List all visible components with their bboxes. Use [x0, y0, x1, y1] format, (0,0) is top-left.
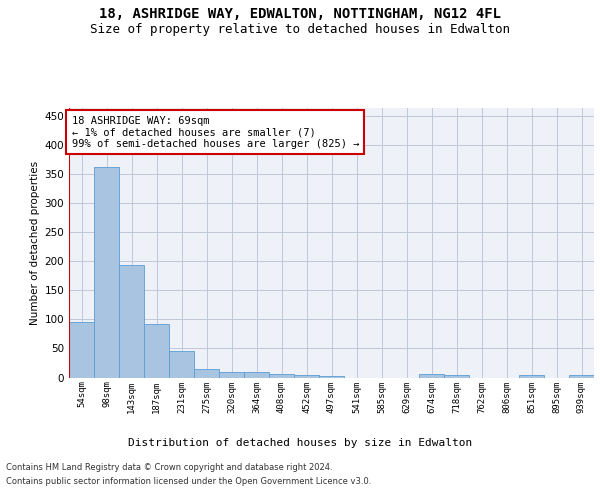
- Text: Distribution of detached houses by size in Edwalton: Distribution of detached houses by size …: [128, 438, 472, 448]
- Bar: [319, 376, 344, 378]
- Bar: [294, 374, 319, 378]
- Bar: [269, 374, 294, 378]
- Text: 18, ASHRIDGE WAY, EDWALTON, NOTTINGHAM, NG12 4FL: 18, ASHRIDGE WAY, EDWALTON, NOTTINGHAM, …: [99, 8, 501, 22]
- Bar: [94, 168, 119, 378]
- Y-axis label: Number of detached properties: Number of detached properties: [30, 160, 40, 324]
- Bar: [119, 266, 144, 378]
- Text: Size of property relative to detached houses in Edwalton: Size of property relative to detached ho…: [90, 22, 510, 36]
- Bar: [194, 370, 219, 378]
- Bar: [419, 374, 444, 378]
- Text: Contains HM Land Registry data © Crown copyright and database right 2024.: Contains HM Land Registry data © Crown c…: [6, 462, 332, 471]
- Text: Contains public sector information licensed under the Open Government Licence v3: Contains public sector information licen…: [6, 478, 371, 486]
- Bar: [219, 372, 244, 378]
- Bar: [69, 322, 94, 378]
- Text: 18 ASHRIDGE WAY: 69sqm
← 1% of detached houses are smaller (7)
99% of semi-detac: 18 ASHRIDGE WAY: 69sqm ← 1% of detached …: [71, 116, 359, 149]
- Bar: [569, 375, 594, 378]
- Bar: [519, 374, 544, 378]
- Bar: [144, 324, 169, 378]
- Bar: [444, 374, 469, 378]
- Bar: [169, 352, 194, 378]
- Bar: [244, 372, 269, 378]
